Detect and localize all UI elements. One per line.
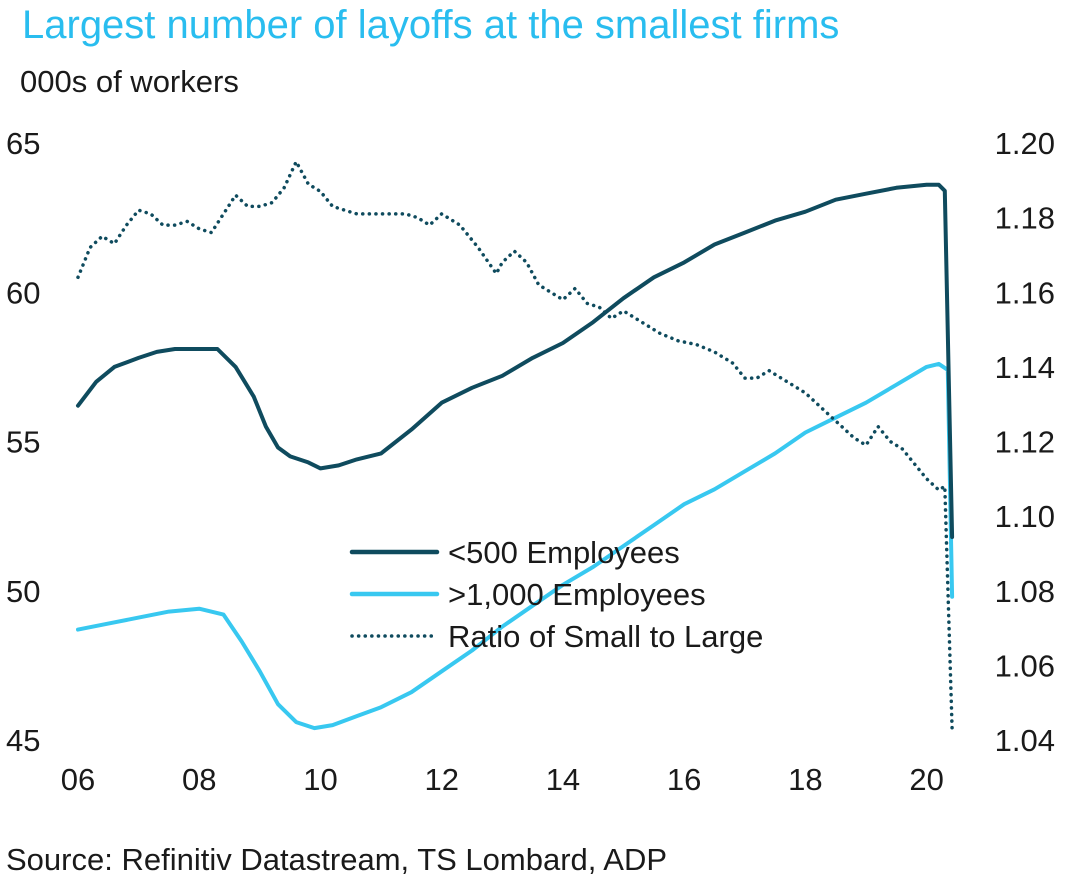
right-y-tick-label: 1.10 <box>995 499 1055 534</box>
series-line-2 <box>76 159 954 731</box>
right-y-tick-label: 1.14 <box>995 350 1055 385</box>
series-layer <box>76 159 955 731</box>
x-tick-label: 06 <box>61 762 95 797</box>
series-line-0 <box>76 182 955 539</box>
series-line-1 <box>76 361 955 731</box>
right-y-tick-label: 1.08 <box>995 574 1055 609</box>
chart-title: Largest number of layoffs at the smalles… <box>22 3 840 47</box>
left-y-tick-label: 45 <box>6 723 40 758</box>
left-y-tick-label: 50 <box>6 574 40 609</box>
source-note: Source: Refinitiv Datastream, TS Lombard… <box>6 842 668 877</box>
x-tick-label: 14 <box>546 762 580 797</box>
legend-label-1: >1,000 Employees <box>448 577 706 612</box>
x-tick-label: 16 <box>667 762 701 797</box>
x-tick-label: 18 <box>788 762 822 797</box>
left-y-tick-label: 60 <box>6 275 40 310</box>
right-y-tick-label: 1.06 <box>995 648 1055 683</box>
x-tick-label: 20 <box>909 762 943 797</box>
legend: <500 Employees >1,000 Employees Ratio of S… <box>349 535 763 654</box>
legend-label-2: Ratio of Small to Large <box>448 619 763 654</box>
right-y-tick-label: 1.04 <box>995 723 1055 758</box>
left-y-tick-label: 55 <box>6 425 40 460</box>
right-y-axis-ticks: 1.20 1.18 1.16 1.14 1.12 1.10 1.08 1.06 1.04 <box>995 126 1055 758</box>
left-y-tick-label: 65 <box>6 126 40 161</box>
x-tick-label: 12 <box>424 762 458 797</box>
x-tick-label: 08 <box>182 762 216 797</box>
left-y-axis-ticks: 65 60 55 50 45 <box>6 126 40 758</box>
right-y-tick-label: 1.12 <box>995 425 1055 460</box>
x-tick-label: 10 <box>303 762 337 797</box>
right-y-tick-label: 1.20 <box>995 126 1055 161</box>
y-axis-unit-label: 000s of workers <box>20 64 239 99</box>
right-y-tick-label: 1.18 <box>995 201 1055 236</box>
right-y-tick-label: 1.16 <box>995 275 1055 310</box>
x-axis-ticks: 06 08 10 12 14 16 18 20 <box>61 762 944 797</box>
legend-label-0: <500 Employees <box>448 535 680 570</box>
